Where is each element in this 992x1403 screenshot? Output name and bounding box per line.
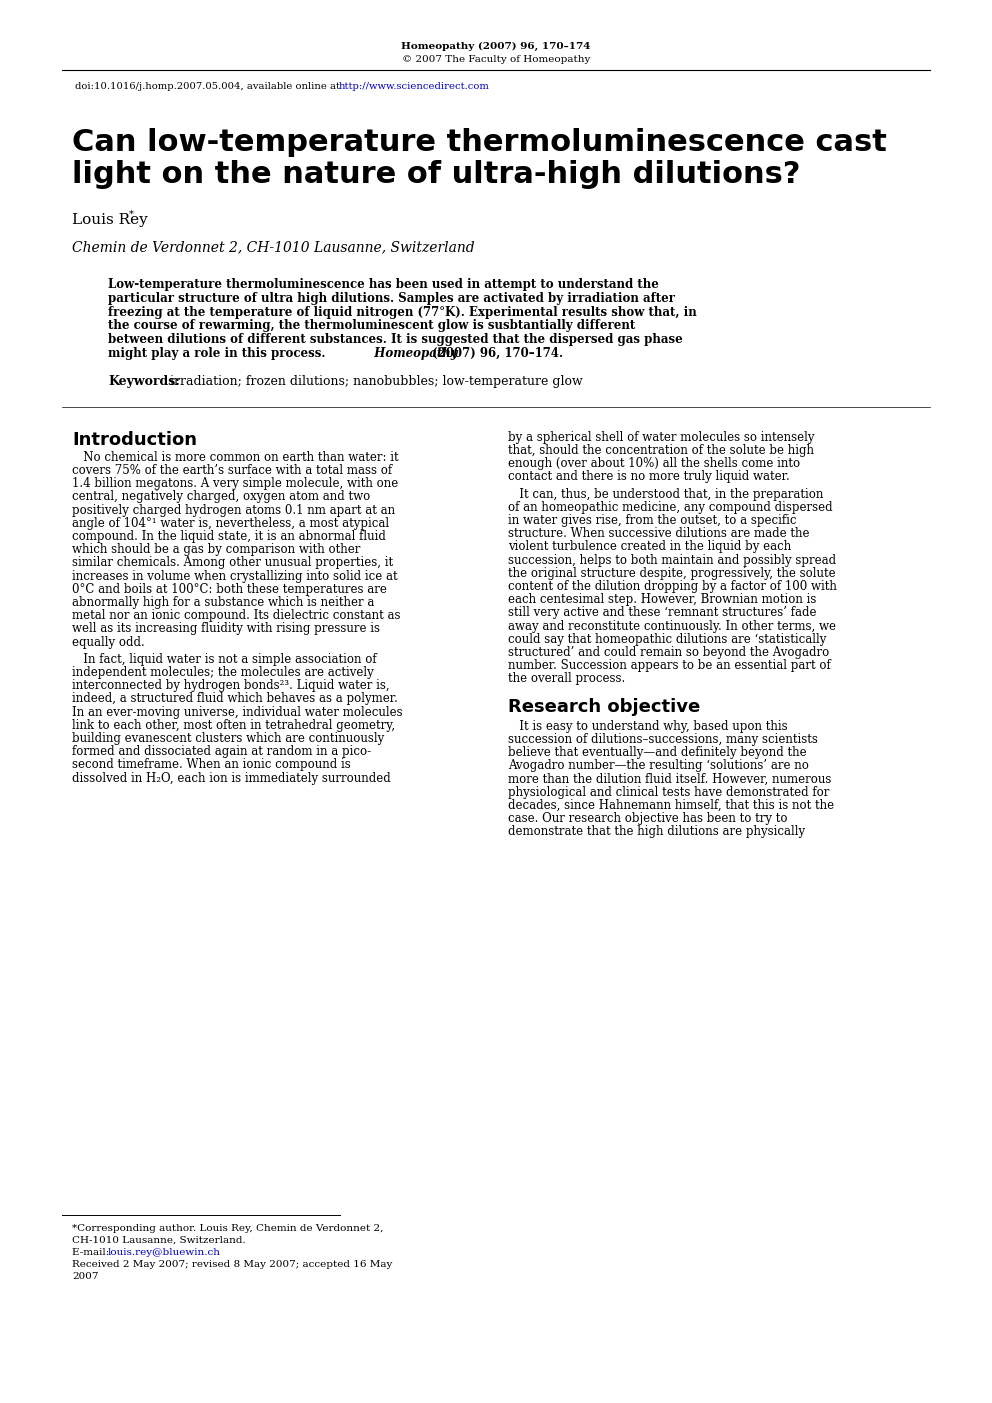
Text: succession, helps to both maintain and possibly spread: succession, helps to both maintain and p… [508,554,836,567]
Text: *Corresponding author. Louis Rey, Chemin de Verdonnet 2,: *Corresponding author. Louis Rey, Chemin… [72,1223,383,1233]
Text: In fact, liquid water is not a simple association of: In fact, liquid water is not a simple as… [72,652,377,666]
Text: the overall process.: the overall process. [508,672,625,686]
Text: still very active and these ‘remnant structures’ fade: still very active and these ‘remnant str… [508,606,816,619]
Text: particular structure of ultra high dilutions. Samples are activated by irradiati: particular structure of ultra high dilut… [108,292,675,304]
Text: irradiation; frozen dilutions; nanobubbles; low-temperature glow: irradiation; frozen dilutions; nanobubbl… [166,375,582,387]
Text: Low-temperature thermoluminescence has been used in attempt to understand the: Low-temperature thermoluminescence has b… [108,278,659,290]
Text: each centesimal step. However, Brownian motion is: each centesimal step. However, Brownian … [508,593,816,606]
Text: structured’ and could remain so beyond the Avogadro: structured’ and could remain so beyond t… [508,645,829,659]
Text: © 2007 The Faculty of Homeopathy: © 2007 The Faculty of Homeopathy [402,55,590,65]
Text: abnormally high for a substance which is neither a: abnormally high for a substance which is… [72,596,374,609]
Text: physiological and clinical tests have demonstrated for: physiological and clinical tests have de… [508,786,829,798]
Text: building evanescent clusters which are continuously: building evanescent clusters which are c… [72,732,384,745]
Text: more than the dilution fluid itself. However, numerous: more than the dilution fluid itself. How… [508,773,831,786]
Text: violent turbulence created in the liquid by each: violent turbulence created in the liquid… [508,540,792,553]
Text: light on the nature of ultra-high dilutions?: light on the nature of ultra-high diluti… [72,160,801,189]
Text: by a spherical shell of water molecules so intensely: by a spherical shell of water molecules … [508,431,814,443]
Text: similar chemicals. Among other unusual properties, it: similar chemicals. Among other unusual p… [72,557,393,570]
Text: independent molecules; the molecules are actively: independent molecules; the molecules are… [72,666,374,679]
Text: 2007: 2007 [72,1273,98,1281]
Text: Louis Rey: Louis Rey [72,213,148,227]
Text: could say that homeopathic dilutions are ‘statistically: could say that homeopathic dilutions are… [508,633,826,645]
Text: covers 75% of the earth’s surface with a total mass of: covers 75% of the earth’s surface with a… [72,464,392,477]
Text: interconnected by hydrogen bonds²³. Liquid water is,: interconnected by hydrogen bonds²³. Liqu… [72,679,390,692]
Text: away and reconstitute continuously. In other terms, we: away and reconstitute continuously. In o… [508,620,836,633]
Text: increases in volume when crystallizing into solid ice at: increases in volume when crystallizing i… [72,570,398,582]
Text: decades, since Hahnemann himself, that this is not the: decades, since Hahnemann himself, that t… [508,798,834,812]
Text: metal nor an ionic compound. Its dielectric constant as: metal nor an ionic compound. Its dielect… [72,609,401,622]
Text: the original structure despite, progressively, the solute: the original structure despite, progress… [508,567,835,579]
Text: that, should the concentration of the solute be high: that, should the concentration of the so… [508,443,814,457]
Text: http://www.sciencedirect.com: http://www.sciencedirect.com [339,81,490,91]
Text: Homeopathy: Homeopathy [366,347,457,361]
Text: link to each other, most often in tetrahedral geometry,: link to each other, most often in tetrah… [72,718,395,732]
Text: of an homeopathic medicine, any compound dispersed: of an homeopathic medicine, any compound… [508,501,832,513]
Text: angle of 104°¹ water is, nevertheless, a most atypical: angle of 104°¹ water is, nevertheless, a… [72,516,389,530]
Text: *: * [129,210,134,219]
Text: content of the dilution dropping by a factor of 100 with: content of the dilution dropping by a fa… [508,579,837,593]
Text: formed and dissociated again at random in a pico-: formed and dissociated again at random i… [72,745,371,758]
Text: Chemin de Verdonnet 2, CH-1010 Lausanne, Switzerland: Chemin de Verdonnet 2, CH-1010 Lausanne,… [72,240,474,254]
Text: between dilutions of different substances. It is suggested that the dispersed ga: between dilutions of different substance… [108,333,682,347]
Text: in water gives rise, from the outset, to a specific: in water gives rise, from the outset, to… [508,513,797,528]
Text: CH-1010 Lausanne, Switzerland.: CH-1010 Lausanne, Switzerland. [72,1236,246,1244]
Text: Can low-temperature thermoluminescence cast: Can low-temperature thermoluminescence c… [72,128,887,157]
Text: case. Our research objective has been to try to: case. Our research objective has been to… [508,812,788,825]
Text: second timeframe. When an ionic compound is: second timeframe. When an ionic compound… [72,759,351,772]
Text: It can, thus, be understood that, in the preparation: It can, thus, be understood that, in the… [508,488,823,501]
Text: louis.rey@bluewin.ch: louis.rey@bluewin.ch [108,1249,221,1257]
Text: structure. When successive dilutions are made the: structure. When successive dilutions are… [508,528,809,540]
Text: believe that eventually—and definitely beyond the: believe that eventually—and definitely b… [508,746,806,759]
Text: well as its increasing fluidity with rising pressure is: well as its increasing fluidity with ris… [72,623,380,636]
Text: equally odd.: equally odd. [72,636,145,648]
Text: Research objective: Research objective [508,697,700,716]
Text: positively charged hydrogen atoms 0.1 nm apart at an: positively charged hydrogen atoms 0.1 nm… [72,504,395,516]
Text: enough (over about 10%) all the shells come into: enough (over about 10%) all the shells c… [508,457,801,470]
Text: demonstrate that the high dilutions are physically: demonstrate that the high dilutions are … [508,825,806,838]
Text: doi:10.1016/j.homp.2007.05.004, available online at: doi:10.1016/j.homp.2007.05.004, availabl… [75,81,343,91]
Text: Homeopathy (2007) 96, 170–174: Homeopathy (2007) 96, 170–174 [402,42,590,51]
Text: It is easy to understand why, based upon this: It is easy to understand why, based upon… [508,720,788,732]
Text: Received 2 May 2007; revised 8 May 2007; accepted 16 May: Received 2 May 2007; revised 8 May 2007;… [72,1260,393,1268]
Text: number. Succession appears to be an essential part of: number. Succession appears to be an esse… [508,659,830,672]
Text: central, negatively charged, oxygen atom and two: central, negatively charged, oxygen atom… [72,491,370,504]
Text: freezing at the temperature of liquid nitrogen (77°K). Experimental results show: freezing at the temperature of liquid ni… [108,306,696,318]
Text: indeed, a structured fluid which behaves as a polymer.: indeed, a structured fluid which behaves… [72,693,398,706]
Text: which should be a gas by comparison with other: which should be a gas by comparison with… [72,543,360,556]
Text: dissolved in H₂O, each ion is immediately surrounded: dissolved in H₂O, each ion is immediatel… [72,772,391,784]
Text: the course of rewarming, the thermoluminescent glow is susbtantially different: the course of rewarming, the thermolumin… [108,320,635,333]
Text: compound. In the liquid state, it is an abnormal fluid: compound. In the liquid state, it is an … [72,530,386,543]
Text: might play a role in this process.: might play a role in this process. [108,347,325,361]
Text: (2007) 96, 170–174.: (2007) 96, 170–174. [428,347,563,361]
Text: 1.4 billion megatons. A very simple molecule, with one: 1.4 billion megatons. A very simple mole… [72,477,398,490]
Text: Keywords:: Keywords: [108,375,180,387]
Text: 0°C and boils at 100°C: both these temperatures are: 0°C and boils at 100°C: both these tempe… [72,582,387,596]
Text: Avogadro number—the resulting ‘solutions’ are no: Avogadro number—the resulting ‘solutions… [508,759,808,772]
Text: No chemical is more common on earth than water: it: No chemical is more common on earth than… [72,450,399,464]
Text: In an ever-moving universe, individual water molecules: In an ever-moving universe, individual w… [72,706,403,718]
Text: succession of dilutions–successions, many scientists: succession of dilutions–successions, man… [508,732,817,746]
Text: E-mail:: E-mail: [72,1249,112,1257]
Text: Introduction: Introduction [72,431,197,449]
Text: contact and there is no more truly liquid water.: contact and there is no more truly liqui… [508,470,790,484]
